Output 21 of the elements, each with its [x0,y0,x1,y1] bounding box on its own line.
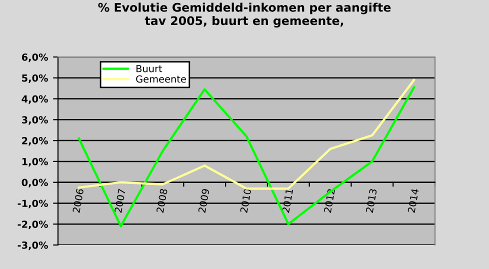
y-tick-label: 1,0% [22,158,48,167]
y-tick-label: 4,0% [22,95,48,104]
x-tick-label: 2007 [114,188,126,213]
x-tick-label: 2014 [408,188,419,213]
y-tick-label: -3,0% [18,241,48,250]
x-tick-label: 2009 [198,188,210,213]
chart-title: % Evolutie Gemiddeld-inkomen per aangifte tav 2005, buurt en gemeente, [98,2,391,28]
x-tick-label: 2010 [240,188,252,213]
legend-label: Gemeente [136,75,186,83]
y-tick-label: 0,0% [22,178,48,188]
y-tick-label: 3,0% [22,116,48,125]
x-tick-label: 2006 [72,188,84,213]
y-tick-label: -2,0% [18,220,48,230]
y-tick-label: 5,0% [22,74,48,83]
y-tick-label: 6,0% [22,53,48,62]
x-tick-label: 2013 [366,188,377,213]
x-tick-label: 2011 [282,188,294,213]
legend-label: Buurt [136,65,162,72]
y-tick-label: -1,0% [18,200,48,208]
y-tick-label: 2,0% [22,137,48,146]
x-tick-label: 2008 [156,188,168,213]
